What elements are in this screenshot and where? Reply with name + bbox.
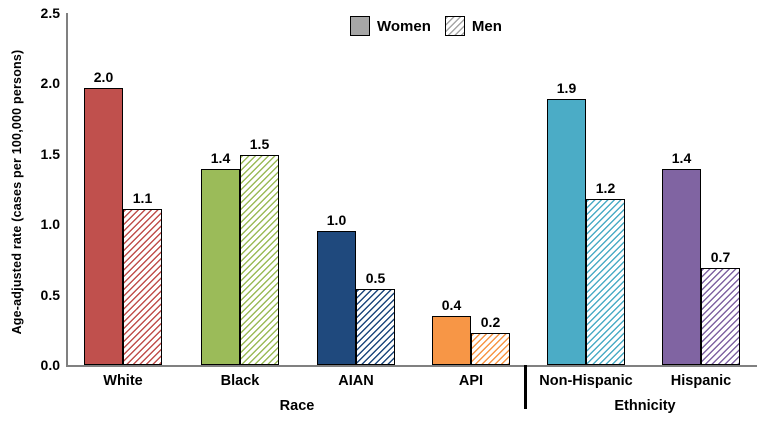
bar-value-label-men-api: 0.2 — [480, 314, 501, 330]
y-tick-label-0.0: 0.0 — [40, 357, 60, 373]
axis-group-label-race: Race — [279, 398, 315, 414]
bar-men-non-hispanic — [586, 199, 625, 365]
bar-women-hispanic — [662, 169, 701, 365]
bar-value-label-women-api: 0.4 — [441, 297, 462, 313]
bar-value-label-women-aian: 1.0 — [326, 212, 347, 228]
bar-value-label-women-non-hispanic: 1.9 — [556, 80, 577, 96]
category-label-non-hispanic: Non-Hispanic — [539, 373, 633, 389]
bar-women-non-hispanic — [547, 99, 586, 365]
bar-value-label-women-black: 1.4 — [210, 150, 231, 166]
bar-value-label-men-white: 1.1 — [132, 190, 153, 206]
bar-women-api — [432, 316, 471, 365]
bar-women-black — [201, 169, 240, 365]
men-hatched-swatch-icon — [444, 16, 465, 36]
y-axis-title: Age-adjusted rate (cases per 100,000 per… — [10, 49, 24, 335]
x-axis-line — [66, 365, 757, 367]
legend: Women Men — [350, 16, 502, 36]
category-label-black: Black — [220, 373, 260, 389]
legend-item-men: Men — [444, 16, 502, 36]
bar-value-label-men-hispanic: 0.7 — [710, 249, 731, 265]
y-tick-label-2.0: 2.0 — [40, 75, 60, 92]
y-axis-line — [66, 13, 68, 365]
bar-men-white — [123, 209, 162, 365]
category-label-api: API — [458, 373, 484, 389]
y-tick-label-1.0: 1.0 — [40, 216, 60, 233]
axis-group-label-ethnicity: Ethnicity — [614, 398, 676, 414]
bar-value-label-men-non-hispanic: 1.2 — [595, 180, 616, 196]
bar-men-black — [240, 155, 279, 365]
bar-men-aian — [356, 289, 395, 365]
y-tick-label-2.5: 2.5 — [40, 5, 60, 21]
bar-value-label-women-hispanic: 1.4 — [671, 150, 692, 166]
bar-value-label-men-black: 1.5 — [249, 136, 270, 152]
legend-item-women: Women — [350, 16, 431, 36]
bar-men-hispanic — [701, 268, 740, 365]
race-ethnicity-divider-line — [524, 365, 527, 409]
plot-area: 2.0 1.1 1.4 1.5 1.0 0.5 0.4 0.2 1.9 1.2 1.4 0.7 — [67, 13, 760, 365]
bar-women-aian — [317, 231, 356, 365]
y-tick-label-0.5: 0.5 — [40, 286, 60, 303]
legend-label-women: Women — [377, 17, 431, 35]
bar-women-white — [84, 88, 123, 365]
legend-label-men: Men — [471, 17, 502, 35]
y-tick-label-1.5: 1.5 — [40, 145, 60, 162]
category-label-aian: AIAN — [338, 373, 374, 389]
category-label-hispanic: Hispanic — [670, 373, 732, 389]
bar-men-api — [471, 333, 510, 365]
bar-value-label-men-aian: 0.5 — [365, 270, 386, 286]
category-label-white: White — [103, 373, 143, 389]
bar-value-label-women-white: 2.0 — [93, 69, 114, 85]
women-solid-swatch-icon — [350, 16, 370, 36]
